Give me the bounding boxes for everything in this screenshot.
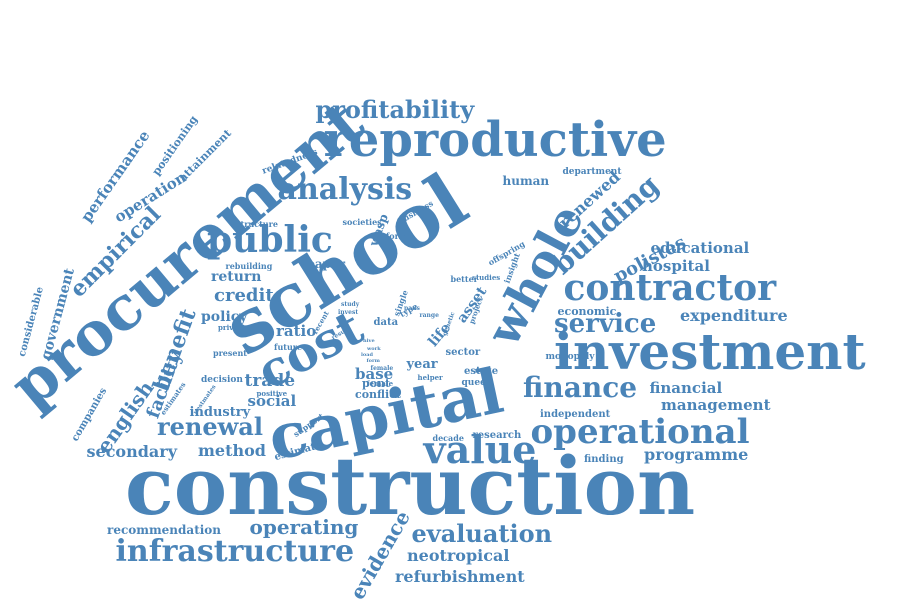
- word-better: better: [450, 274, 478, 284]
- word-invest: invest: [338, 309, 359, 316]
- word-range: range: [419, 312, 439, 319]
- word-construction: construction: [125, 439, 696, 533]
- word-present: present: [213, 348, 248, 358]
- word-genetic: genetic: [440, 310, 457, 337]
- word-refurbishment: refurbishment: [395, 567, 525, 586]
- word-evaluation: evaluation: [411, 519, 553, 548]
- word-secondary: secondary: [86, 442, 178, 461]
- word-social: social: [247, 391, 297, 410]
- word-independent: independent: [540, 409, 611, 420]
- word-recommendation: recommendation: [107, 523, 222, 537]
- word-hive: hive: [363, 337, 375, 344]
- word-contractor: contractor: [563, 267, 777, 309]
- word-female: female: [366, 378, 394, 388]
- word-expenditure: expenditure: [680, 306, 788, 325]
- word-decade: decade: [432, 433, 464, 443]
- word-load: load: [361, 351, 373, 358]
- word-trade: trade: [244, 370, 296, 391]
- word-inform: inform: [377, 231, 408, 241]
- word-programme: programme: [644, 445, 749, 464]
- word-profitability: profitability: [315, 95, 475, 124]
- word-reproductive: reproductive: [323, 112, 667, 168]
- word-paper: paper: [306, 257, 346, 271]
- word-female-2: female: [370, 365, 394, 372]
- word-year: year: [406, 356, 438, 372]
- word-neotropical: neotropical: [407, 546, 510, 565]
- word-policy: policy: [201, 309, 248, 325]
- word-renewal: renewal: [157, 412, 263, 441]
- word-financial: financial: [649, 378, 723, 397]
- word-societies: societies: [342, 217, 382, 227]
- word-future: future: [274, 342, 303, 352]
- word-infrastructure: infrastructure: [115, 534, 355, 569]
- word-private: private: [218, 322, 246, 332]
- word-value: value: [423, 427, 537, 472]
- word-analysis: analysis: [277, 172, 413, 207]
- word-sector: sector: [445, 347, 481, 358]
- word-positive: positive: [256, 388, 288, 398]
- word-ratio: ratio: [276, 321, 317, 340]
- word-research: research: [472, 430, 522, 441]
- word-hospital: hospital: [642, 256, 710, 275]
- word-work: work: [367, 345, 381, 352]
- word-method: method: [198, 441, 266, 460]
- word-public: public: [207, 219, 333, 261]
- word-form: form: [366, 357, 380, 364]
- word-rebuilding: rebuilding: [225, 261, 273, 271]
- word-monopoly: monopoly: [545, 351, 595, 362]
- word-economic: economic: [557, 304, 617, 318]
- word-finance: finance: [523, 371, 638, 404]
- word-decision: decision: [201, 374, 243, 385]
- word-estate: estate: [464, 366, 499, 377]
- word-queen: queen: [461, 377, 493, 388]
- word-investment: investment: [554, 322, 866, 381]
- word-operating: operating: [249, 515, 359, 539]
- word-studies: studies: [472, 272, 501, 282]
- word-helper: helper: [417, 372, 443, 382]
- word-pont: pont: [362, 376, 391, 390]
- word-finding: finding: [584, 454, 624, 465]
- word-credit: credit: [214, 285, 274, 306]
- word-conflict: conflict: [355, 387, 401, 401]
- word-structure: structure: [236, 219, 278, 229]
- word-industry: industry: [189, 404, 251, 420]
- word-study: study: [341, 301, 360, 308]
- word-human: human: [502, 174, 550, 188]
- word-paus: paus: [404, 305, 420, 312]
- word-operational: operational: [530, 412, 750, 452]
- word-data: data: [373, 317, 399, 328]
- word-service: service: [554, 309, 657, 339]
- word-educational: educational: [650, 238, 750, 257]
- word-management: management: [661, 395, 771, 414]
- word-base: base: [355, 364, 394, 383]
- word-department: department: [562, 166, 622, 177]
- word-return: return: [211, 269, 262, 285]
